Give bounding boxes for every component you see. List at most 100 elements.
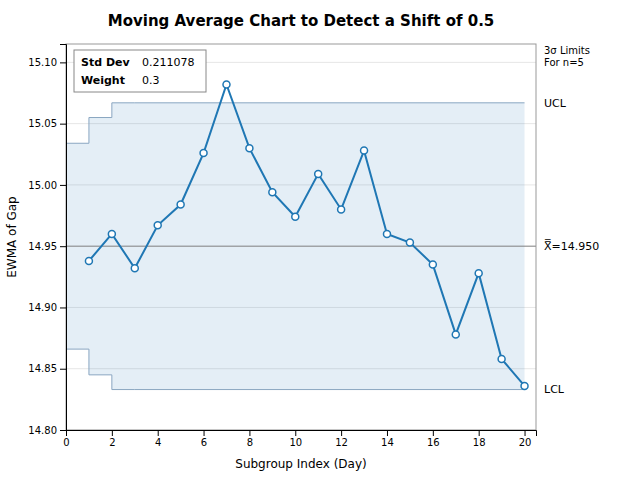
tick: 15.00 — [28, 180, 66, 191]
data-point — [108, 230, 115, 237]
tick-mark — [60, 307, 66, 308]
inset-label: Weight — [81, 74, 125, 87]
marks — [66, 81, 536, 390]
inset-label: Std Dev — [81, 56, 130, 69]
data-point — [315, 170, 322, 177]
inset-value: 0.211078 — [142, 56, 195, 69]
tick-label: 14 — [381, 437, 394, 448]
tick-label: 6 — [201, 437, 207, 448]
tick: 10 — [289, 430, 302, 448]
limit-label: UCL — [544, 97, 567, 110]
tick: 15.05 — [28, 118, 66, 129]
tick-mark — [341, 430, 342, 436]
tick-label: 14.80 — [28, 425, 57, 436]
control-limit-line — [66, 103, 525, 143]
axis-line — [67, 431, 537, 437]
tick-label: 2 — [109, 437, 115, 448]
axis-line — [60, 45, 67, 431]
grid-line-y — [66, 246, 536, 247]
tick: 15.10 — [28, 57, 66, 68]
tick-label: 14.95 — [28, 241, 57, 252]
tick: 0 — [63, 430, 69, 448]
tick-mark — [249, 430, 250, 436]
tick: 14.95 — [28, 241, 66, 252]
tick-mark — [112, 430, 113, 436]
tick-label: 15.05 — [28, 118, 57, 129]
tick: 14 — [381, 430, 394, 448]
data-point — [361, 147, 368, 154]
tick-mark — [60, 124, 66, 125]
limit-label: LCL — [544, 383, 565, 396]
data-point — [223, 81, 230, 88]
inset-frame — [74, 50, 206, 92]
tick-mark — [525, 430, 526, 436]
annotation: 3σ LimitsFor n=5 — [544, 45, 590, 68]
tick-label: 10 — [289, 437, 302, 448]
chart-svg: 0 2 4 6 8 10 12 14 16 18 20 14.80 14.85 14.90 14.95 15.… — [0, 0, 640, 480]
data-point — [338, 206, 345, 213]
tick: 14.90 — [28, 302, 66, 313]
tick: 20 — [519, 430, 532, 448]
center-line-label: X̿=14.950 — [544, 239, 599, 253]
center-line — [66, 246, 536, 247]
tick-mark — [433, 430, 434, 436]
tick-mark — [60, 369, 66, 370]
data-point — [521, 382, 528, 389]
tick: 8 — [247, 430, 253, 448]
tick: 6 — [201, 430, 207, 448]
plot-frame — [66, 44, 536, 430]
tick-mark — [295, 430, 296, 436]
grid — [66, 62, 536, 430]
data-point — [498, 355, 505, 362]
data-point — [85, 257, 92, 264]
data-point — [452, 331, 459, 338]
y-axis: 14.80 14.85 14.90 14.95 15.00 15.05 15.10 — [28, 45, 66, 436]
data-point — [269, 189, 276, 196]
tick-mark — [204, 430, 205, 436]
data-point — [429, 261, 436, 268]
tick-label: 12 — [335, 437, 348, 448]
data-point — [200, 150, 207, 157]
tick-label: 14.85 — [28, 363, 57, 374]
data-point — [292, 213, 299, 220]
annotation-line: For n=5 — [544, 57, 584, 68]
data-point — [177, 201, 184, 208]
data-point — [475, 270, 482, 277]
data-point — [131, 265, 138, 272]
tick: 14.80 — [28, 425, 66, 436]
chart-title: Moving Average Chart to Detect a Shift o… — [108, 12, 495, 30]
tick-mark — [479, 430, 480, 436]
tick-label: 0 — [63, 437, 69, 448]
tick-label: 20 — [519, 437, 532, 448]
data-point — [406, 239, 413, 246]
annotation-line: 3σ Limits — [544, 45, 590, 56]
tick: 2 — [109, 430, 115, 448]
inset-value: 0.3 — [142, 74, 160, 87]
chart-container: 0 2 4 6 8 10 12 14 16 18 20 14.80 14.85 14.90 14.95 15.… — [0, 0, 640, 480]
tick-mark — [60, 185, 66, 186]
tick: 4 — [155, 430, 161, 448]
control-limit-line — [66, 349, 525, 389]
tick-label: 15.00 — [28, 180, 57, 191]
data-point — [154, 222, 161, 229]
tick-mark — [387, 430, 388, 436]
tick-label: 8 — [247, 437, 253, 448]
tick-mark — [60, 246, 66, 247]
inset-box: Std Dev 0.211078 Weight 0.3 — [74, 50, 206, 92]
tick-label: 4 — [155, 437, 161, 448]
tick: 12 — [335, 430, 348, 448]
data-point — [383, 230, 390, 237]
tick-mark — [158, 430, 159, 436]
tick-label: 16 — [427, 437, 440, 448]
tick-mark — [60, 62, 66, 63]
x-axis-title: Subgroup Index (Day) — [235, 457, 366, 471]
tick-label: 14.90 — [28, 302, 57, 313]
tick-label: 18 — [473, 437, 486, 448]
data-line — [89, 84, 525, 385]
tick: 18 — [473, 430, 486, 448]
x-axis: 0 2 4 6 8 10 12 14 16 18 20 — [63, 430, 536, 448]
y-axis-title: EWMA of Gap — [5, 196, 19, 277]
tick-mark — [60, 430, 66, 431]
tick: 14.85 — [28, 363, 66, 374]
tick-label: 15.10 — [28, 57, 57, 68]
